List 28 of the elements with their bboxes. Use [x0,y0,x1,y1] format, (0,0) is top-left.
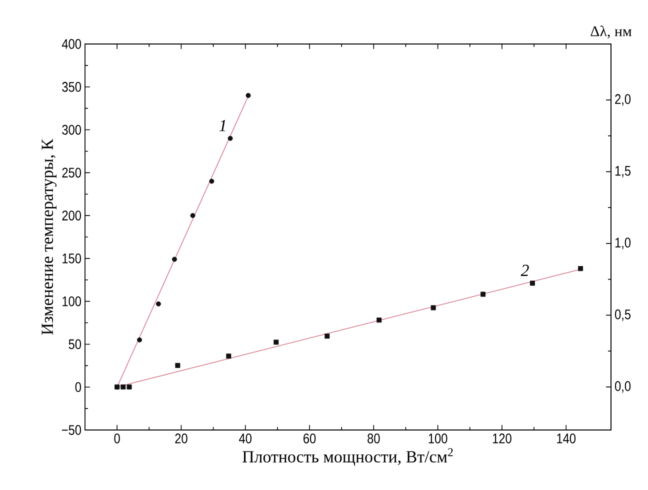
x-axis-title: Плотность мощности, Вт/см$^{2}$ [242,448,453,466]
x-tick-label: 100 [428,434,448,444]
series-label: 2 [520,264,529,276]
x-tick-label: 120 [492,434,512,444]
y-tick-label: 100 [62,296,82,306]
y2-tick-label: 2,0 [615,94,631,106]
x-tick-label: 60 [304,434,316,444]
x-tick-label: 140 [557,434,576,444]
y-tick-label: 300 [62,124,82,135]
y-tick-label: 250 [62,168,82,178]
y-tick-label: −50 [62,425,82,435]
y-tick-label: 0 [75,382,82,392]
y-tick-label: 200 [62,210,82,220]
y2-tick-label: 1,5 [615,166,631,178]
x-tick-label: 40 [239,434,252,444]
x-tick-label: 0 [114,434,120,444]
y2-axis-title: Δλ, нм [590,26,632,38]
y-tick-label: 150 [62,253,82,264]
y-tick-label: 400 [62,39,82,49]
y-tick-label: 50 [68,339,82,350]
y2-tick-label: 1,0 [615,238,631,250]
x-tick-label: 80 [368,434,380,444]
series-label: 1 [219,120,226,132]
y-axis-title: Изменение температуры, К [42,138,57,335]
y2-tick-label: 0,0 [614,381,631,393]
y2-tick-label: 0,5 [614,309,631,321]
y-tick-label: 350 [62,82,82,92]
x-tick-label: 20 [175,434,188,444]
